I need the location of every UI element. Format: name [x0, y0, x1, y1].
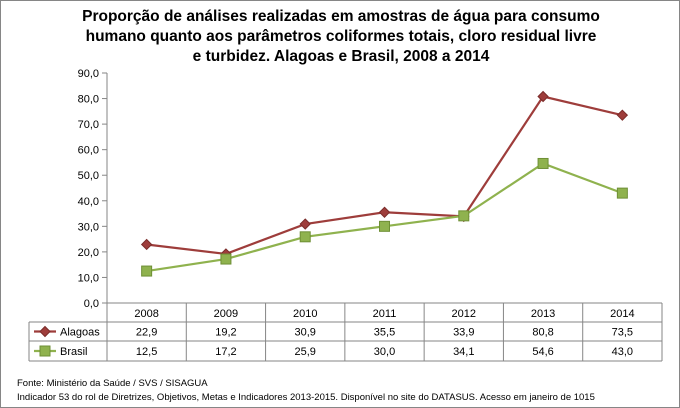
y-tick-label: 60,0 [78, 145, 99, 157]
data-point-brasil [616, 187, 628, 199]
data-point-brasil [141, 265, 153, 277]
data-point-alagoas [299, 218, 311, 230]
chart-title: Proporção de análises realizadas em amos… [61, 7, 621, 67]
data-point-brasil [220, 253, 232, 265]
title-line: Proporção de análises realizadas em amos… [82, 8, 600, 25]
x-category-label: 2009 [214, 308, 238, 320]
data-point-alagoas [378, 206, 391, 218]
x-category-label: 2013 [531, 308, 555, 320]
y-tick-label: 40,0 [78, 196, 99, 208]
data-point-alagoas [616, 109, 629, 121]
y-tick-label: 70,0 [78, 119, 99, 131]
y-tick-label: 0,0 [84, 298, 99, 310]
legend-marker-brasil [39, 345, 51, 357]
table-value: 80,8 [532, 327, 553, 339]
data-point-brasil [537, 157, 549, 169]
data-point-alagoas [537, 90, 549, 103]
y-tick-label: 20,0 [78, 247, 99, 259]
table-value: 54,6 [532, 346, 553, 358]
table-value: 73,5 [612, 327, 633, 339]
table-value: 33,9 [453, 327, 474, 339]
data-point-brasil [379, 220, 390, 232]
source-note: Fonte: Ministério da Saúde / SVS / SISAG… [17, 378, 208, 389]
title-line: e turbidez. Alagoas e Brasil, 2008 a 201… [192, 48, 490, 65]
table-value: 19,2 [215, 327, 236, 339]
table-value: 30,9 [295, 327, 316, 339]
table-value: 22,9 [136, 327, 157, 339]
x-category-label: 2014 [610, 308, 634, 320]
data-point-brasil [458, 210, 470, 222]
table-value: 43,0 [612, 346, 633, 358]
table-value: 17,2 [215, 346, 236, 358]
table-value: 12,5 [136, 346, 157, 358]
y-tick-label: 50,0 [78, 170, 99, 182]
legend-label: Brasil [60, 346, 88, 358]
x-category-label: 2011 [373, 308, 397, 320]
title-line: humano quanto aos parâmetros coliformes … [85, 28, 597, 45]
legend-label: Alagoas [60, 327, 100, 339]
table-value: 35,5 [374, 327, 395, 339]
table-value: 34,1 [453, 346, 474, 358]
y-tick-label: 80,0 [78, 94, 99, 106]
y-tick-label: 90,0 [78, 68, 99, 80]
legend-marker-alagoas [39, 325, 51, 338]
x-category-label: 2012 [452, 308, 476, 320]
indicator-note: Indicador 53 do rol de Diretrizes, Objet… [17, 392, 595, 403]
data-point-alagoas [140, 238, 153, 251]
table-value: 25,9 [295, 346, 316, 358]
table-value: 30,0 [374, 346, 395, 358]
y-tick-label: 10,0 [78, 272, 99, 284]
x-category-label: 2008 [134, 308, 158, 320]
y-tick-label: 30,0 [78, 221, 99, 233]
x-category-label: 2010 [293, 308, 317, 320]
data-point-brasil [299, 231, 311, 243]
